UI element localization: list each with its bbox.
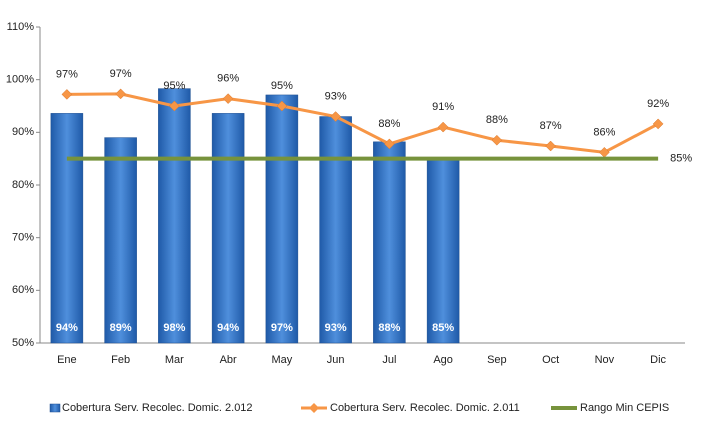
line-label: 97% bbox=[56, 68, 78, 80]
bar bbox=[319, 116, 352, 344]
line-marker bbox=[330, 111, 341, 122]
line-marker bbox=[115, 88, 126, 100]
line-marker bbox=[384, 138, 395, 150]
line-marker bbox=[491, 134, 503, 146]
x-tick-label: Abr bbox=[220, 354, 237, 366]
bar-label: 85% bbox=[432, 322, 454, 334]
x-tick-label: Nov bbox=[595, 354, 615, 366]
y-tick-label: 90% bbox=[12, 126, 34, 138]
x-tick-label: May bbox=[271, 354, 292, 366]
bar bbox=[50, 113, 84, 344]
x-tick-label: Oct bbox=[542, 354, 559, 366]
line-label: 91% bbox=[432, 101, 454, 113]
x-tick-label: Feb bbox=[111, 354, 130, 366]
line-label: 87% bbox=[540, 120, 562, 132]
line-label: 93% bbox=[325, 90, 347, 102]
line-label: 95% bbox=[271, 80, 293, 92]
y-tick-label: 100% bbox=[6, 74, 34, 86]
legend-label: Cobertura Serv. Recolec. Domic. 2.012 bbox=[62, 402, 253, 414]
bar-label: 97% bbox=[271, 322, 293, 334]
y-tick-label: 50% bbox=[12, 337, 34, 349]
bar bbox=[211, 113, 245, 344]
y-tick-label: 60% bbox=[12, 284, 34, 296]
legend-label: Rango Min CEPIS bbox=[580, 402, 669, 414]
x-tick-label: Jun bbox=[327, 354, 345, 366]
x-tick-label: Mar bbox=[165, 354, 184, 366]
line-label: 97% bbox=[110, 68, 132, 80]
line-label: 95% bbox=[163, 80, 185, 92]
bar bbox=[265, 94, 299, 344]
y-tick-label: 110% bbox=[7, 21, 35, 33]
line-marker bbox=[652, 118, 664, 130]
y-tick-label: 70% bbox=[12, 232, 34, 244]
legend-label: Cobertura Serv. Recolec. Domic. 2.011 bbox=[330, 402, 520, 414]
bar-label: 88% bbox=[378, 322, 400, 334]
line-label: 96% bbox=[217, 73, 239, 85]
line-marker bbox=[61, 89, 73, 100]
line-label: 92% bbox=[647, 98, 669, 110]
line-label: 88% bbox=[378, 118, 400, 130]
bar-label: 89% bbox=[110, 322, 132, 334]
bar-label: 93% bbox=[325, 322, 347, 334]
bar bbox=[426, 157, 460, 344]
line-label: 88% bbox=[486, 114, 508, 126]
line-marker bbox=[276, 100, 288, 112]
x-tick-label: Sep bbox=[487, 354, 507, 366]
line-marker bbox=[545, 140, 556, 152]
bar bbox=[104, 137, 137, 344]
y-tick-label: 80% bbox=[12, 179, 34, 191]
line-marker bbox=[437, 121, 449, 133]
line-label: 85% bbox=[670, 153, 692, 165]
bar bbox=[158, 88, 191, 344]
line-marker bbox=[222, 93, 234, 104]
x-tick-label: Jul bbox=[382, 354, 396, 366]
x-tick-label: Ago bbox=[433, 354, 453, 366]
bar bbox=[373, 141, 406, 344]
bar-label: 98% bbox=[163, 322, 185, 334]
x-tick-label: Ene bbox=[57, 354, 77, 366]
bar-label: 94% bbox=[217, 322, 239, 334]
x-tick-label: Dic bbox=[650, 354, 666, 366]
legend-marker bbox=[309, 403, 319, 413]
line-label: 86% bbox=[593, 126, 615, 138]
line-marker bbox=[169, 100, 180, 112]
line-series bbox=[66, 92, 659, 154]
bar-label: 94% bbox=[56, 322, 78, 334]
legend-swatch bbox=[49, 403, 61, 413]
